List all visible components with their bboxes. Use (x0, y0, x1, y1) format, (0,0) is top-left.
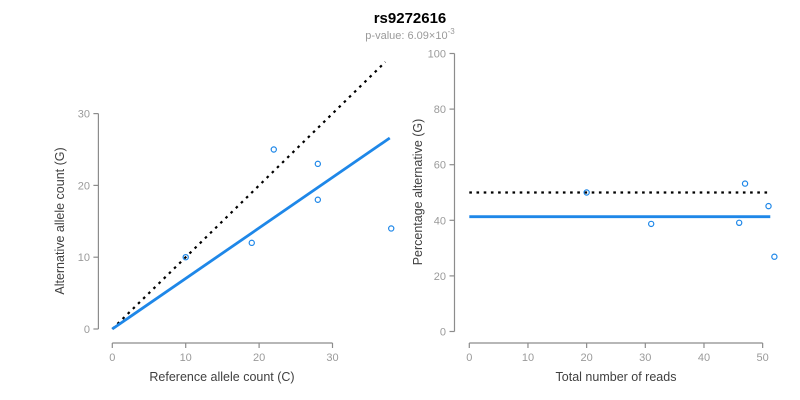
x-tick-label: 10 (180, 352, 192, 364)
y-tick-label: 10 (78, 252, 90, 264)
x-tick-label: 20 (581, 352, 593, 364)
fit-line (111, 136, 391, 331)
identity-line (111, 61, 387, 330)
left-axes-layer: 0 10 20 30 0 10 20 30 (78, 61, 395, 364)
y-tick-label: 60 (434, 160, 446, 172)
data-point (765, 202, 772, 210)
x-tick-label: 50 (757, 352, 769, 364)
y-tick-label: 30 (78, 109, 90, 121)
data-point (314, 196, 322, 203)
plot-title: rs9272616 (374, 10, 447, 27)
right-panel: 0 20 40 60 80 100 0 10 20 30 40 50 Total number of … (411, 49, 778, 384)
data-point (248, 239, 255, 247)
right-x-axis-title: Total number of reads (556, 370, 677, 384)
data-point (647, 220, 655, 228)
y-tick-label: 0 (440, 327, 446, 339)
data-point (270, 146, 277, 153)
x-tick-label: 40 (698, 352, 710, 364)
y-tick-label: 20 (78, 180, 90, 192)
x-tick-label: 30 (326, 352, 338, 364)
y-tick-label: 0 (84, 324, 90, 336)
data-point (314, 160, 322, 168)
y-tick-label: 100 (428, 49, 446, 61)
data-point (741, 180, 749, 187)
y-tick-label: 40 (434, 215, 446, 227)
left-y-axis-title: Alternative allele count (G) (53, 147, 67, 294)
data-point (182, 254, 189, 261)
left-panel: 0 10 20 30 0 10 20 30 Reference allele count (C… (53, 61, 395, 384)
pvalue-exponent: -3 (448, 27, 456, 36)
x-tick-label: 30 (639, 352, 651, 364)
data-point (735, 219, 743, 227)
plot-subtitle: p-value: 6.09×10-3 (365, 27, 455, 42)
right-y-axis-title: Percentage alternative (G) (411, 119, 425, 266)
pvalue-text: p-value: 6.09×10 (365, 30, 447, 42)
data-point (771, 253, 778, 260)
data-point (583, 189, 590, 196)
x-tick-label: 10 (522, 352, 534, 364)
y-tick-label: 80 (434, 104, 446, 116)
data-point (388, 225, 395, 232)
x-tick-label: 0 (466, 352, 472, 364)
left-x-axis-title: Reference allele count (C) (149, 370, 294, 384)
x-tick-label: 0 (109, 352, 115, 364)
y-tick-label: 20 (434, 271, 446, 283)
right-axes-layer: 0 20 40 60 80 100 0 10 20 30 40 50 (428, 49, 778, 364)
x-tick-label: 20 (253, 352, 265, 364)
